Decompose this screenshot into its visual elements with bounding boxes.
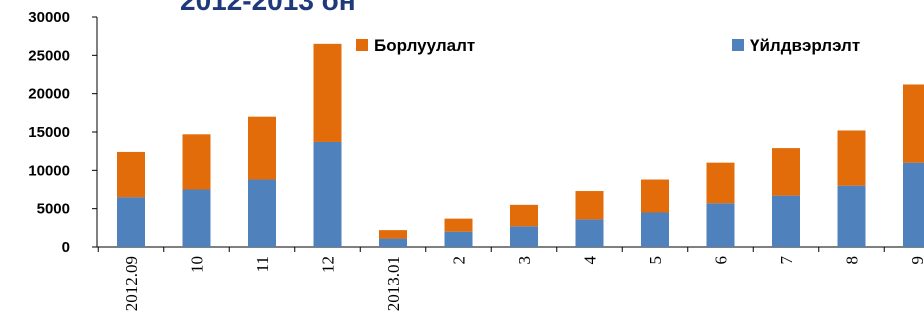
legend-label-production: Үйлдвэрлэлт — [750, 36, 860, 55]
bar-segment-production — [510, 226, 538, 247]
bar-segment-sales — [248, 116, 276, 180]
x-tick-label: 8 — [843, 256, 862, 265]
x-tick-label: 5 — [646, 256, 665, 265]
bar-segment-production — [575, 219, 604, 247]
y-tick-label: 5000 — [37, 201, 70, 218]
bar-segment-sales — [444, 218, 473, 232]
bar-segment-production — [444, 231, 473, 247]
x-tick-label: 10 — [188, 256, 207, 273]
bar-segment-sales — [772, 148, 800, 196]
bar-segment-production — [117, 197, 145, 247]
bar-segment-production — [248, 179, 276, 247]
bar-segment-sales — [837, 130, 866, 186]
bar-segment-sales — [313, 43, 342, 142]
y-tick-label: 20000 — [28, 86, 70, 103]
y-tick-label: 15000 — [28, 124, 70, 141]
x-tick-label: 3 — [515, 256, 534, 265]
x-tick-label: 2 — [450, 256, 469, 265]
bar-segment-production — [182, 189, 211, 247]
y-tick-label: 25000 — [28, 47, 70, 64]
x-tick-label: 11 — [253, 256, 272, 272]
bars-group — [117, 43, 924, 247]
bar-segment-production — [313, 141, 342, 247]
x-tick-label: 4 — [581, 256, 600, 265]
x-tick-label: 2013.01 — [384, 256, 403, 311]
bar-segment-production — [641, 212, 669, 247]
x-tick-label: 9 — [908, 256, 924, 265]
x-tick-label: 12 — [319, 256, 338, 273]
legend-swatch-production — [732, 39, 744, 51]
bar-segment-sales — [182, 134, 211, 190]
x-axis: 2012.09 10 11 12 2013.01 2 3 4 5 6 7 8 9 — [97, 247, 924, 311]
chart-title: 2012-2013 он — [180, 0, 356, 16]
bar-segment-sales — [641, 179, 669, 213]
bar-segment-sales — [903, 84, 924, 163]
bar-segment-production — [706, 203, 735, 247]
bar-segment-sales — [706, 162, 735, 204]
bar-segment-production — [379, 238, 407, 247]
legend: Борлуулалт Үйлдвэрлэлт — [356, 36, 860, 55]
bar-segment-production — [903, 162, 924, 247]
bar-segment-sales — [379, 230, 407, 239]
x-tick-label: 7 — [777, 256, 796, 265]
bar-segment-production — [772, 195, 800, 247]
bar-segment-sales — [117, 151, 145, 198]
x-tick-label: 2012.09 — [122, 256, 141, 311]
bar-segment-production — [837, 185, 866, 247]
x-tick-label: 6 — [712, 256, 731, 265]
y-axis: 0 5000 10000 15000 20000 25000 30000 — [28, 9, 97, 256]
y-tick-label: 10000 — [28, 162, 70, 179]
legend-label-sales: Борлуулалт — [374, 36, 475, 55]
y-tick-label: 30000 — [28, 9, 70, 26]
y-tick-label: 0 — [62, 239, 70, 256]
bar-segment-sales — [510, 204, 538, 227]
legend-swatch-sales — [356, 39, 368, 51]
bar-segment-sales — [575, 191, 604, 220]
